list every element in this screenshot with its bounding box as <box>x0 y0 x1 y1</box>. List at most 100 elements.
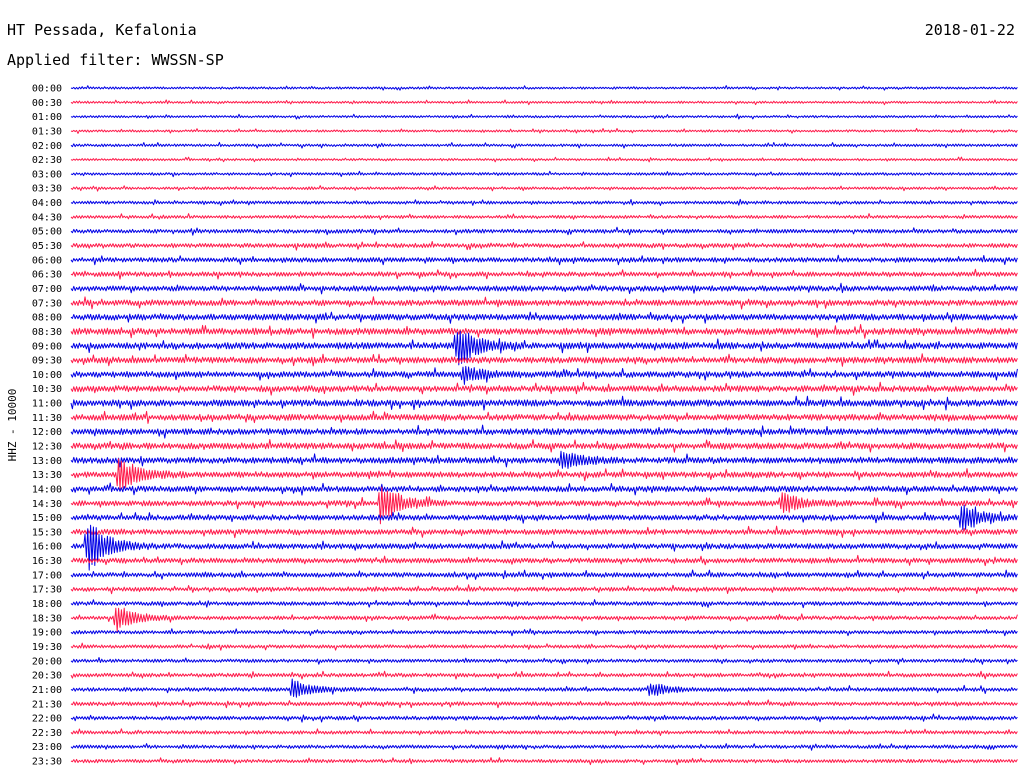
trace-row-1130 <box>70 410 1018 424</box>
row-label-1200: 12:00 <box>32 427 62 438</box>
row-label-0100: 01:00 <box>32 112 62 123</box>
trace-row-1300 <box>70 450 1018 469</box>
trace-row-1900 <box>70 628 1018 637</box>
trace-row-0000 <box>70 85 1018 91</box>
plot-date: 2018-01-22 <box>924 21 1015 39</box>
row-label-1500: 15:00 <box>32 513 62 524</box>
trace-row-2230 <box>70 728 1018 736</box>
trace-row-0100 <box>70 113 1018 120</box>
trace-row-1500 <box>70 504 1018 531</box>
trace-row-0130 <box>70 128 1018 134</box>
row-label-1730: 17:30 <box>32 585 62 596</box>
row-label-1900: 19:00 <box>32 628 62 639</box>
row-label-2100: 21:00 <box>32 685 62 696</box>
row-label-0930: 09:30 <box>32 356 62 367</box>
row-label-0330: 03:30 <box>32 184 62 195</box>
trace-row-0630 <box>70 268 1018 280</box>
trace-row-1030 <box>70 381 1018 396</box>
trace-row-0530 <box>70 241 1018 251</box>
row-label-1530: 15:30 <box>32 527 62 538</box>
row-label-0200: 02:00 <box>32 141 62 152</box>
row-label-1100: 11:00 <box>32 399 62 410</box>
row-label-1130: 11:30 <box>32 413 62 424</box>
row-label-1430: 14:30 <box>32 499 62 510</box>
trace-row-1100 <box>70 395 1018 411</box>
trace-row-0500 <box>70 226 1018 236</box>
trace-row-2130 <box>70 699 1018 709</box>
trace-row-1700 <box>70 569 1018 580</box>
row-label-0530: 05:30 <box>32 241 62 252</box>
row-label-2300: 23:00 <box>32 742 62 753</box>
trace-row-0400 <box>70 198 1018 206</box>
trace-row-1200 <box>70 424 1018 439</box>
row-label-1300: 13:00 <box>32 456 62 467</box>
station-title: HT Pessada, Kefalonia <box>7 21 197 39</box>
row-label-1030: 10:30 <box>32 384 62 395</box>
row-label-0830: 08:30 <box>32 327 62 338</box>
trace-row-2200 <box>70 713 1018 723</box>
trace-row-1630 <box>70 554 1018 567</box>
row-label-1330: 13:30 <box>32 470 62 481</box>
trace-row-1800 <box>70 599 1018 609</box>
row-label-0600: 06:00 <box>32 255 62 266</box>
trace-row-1230 <box>70 439 1018 453</box>
row-label-0230: 02:30 <box>32 155 62 166</box>
row-label-0130: 01:30 <box>32 126 62 137</box>
row-label-2330: 23:30 <box>32 757 62 768</box>
row-label-1800: 18:00 <box>32 599 62 610</box>
row-label-0000: 00:00 <box>32 84 62 95</box>
row-label-1830: 18:30 <box>32 613 62 624</box>
row-label-1600: 16:00 <box>32 542 62 553</box>
trace-row-1600 <box>70 524 1018 571</box>
trace-row-2030 <box>70 670 1018 680</box>
row-label-0900: 09:00 <box>32 341 62 352</box>
row-label-0400: 04:00 <box>32 198 62 209</box>
row-labels: 00:00 00:30 01:00 01:30 02:00 02:30 03:00 03:30… <box>32 84 62 768</box>
row-label-0730: 07:30 <box>32 298 62 309</box>
trace-row-0300 <box>70 170 1018 178</box>
trace-row-0230 <box>70 156 1018 163</box>
trace-row-1530 <box>70 525 1018 539</box>
row-label-0700: 07:00 <box>32 284 62 295</box>
row-label-0800: 08:00 <box>32 313 62 324</box>
row-label-1700: 17:00 <box>32 570 62 581</box>
trace-row-2330 <box>70 757 1018 766</box>
trace-row-0930 <box>70 353 1018 367</box>
trace-row-1730 <box>70 584 1018 595</box>
trace-row-0700 <box>70 282 1018 295</box>
row-label-2230: 22:30 <box>32 728 62 739</box>
row-label-0630: 06:30 <box>32 270 62 281</box>
trace-row-0600 <box>70 254 1018 266</box>
trace-row-0900 <box>70 330 1018 366</box>
trace-row-1400 <box>70 482 1018 496</box>
trace-row-2100 <box>70 678 1018 698</box>
trace-row-1830 <box>70 607 1018 632</box>
trace-row-0200 <box>70 141 1018 149</box>
row-label-2030: 20:30 <box>32 671 62 682</box>
trace-row-2300 <box>70 743 1018 751</box>
row-label-1630: 16:30 <box>32 556 62 567</box>
row-label-1930: 19:30 <box>32 642 62 653</box>
row-label-2130: 21:30 <box>32 699 62 710</box>
trace-row-2000 <box>70 657 1018 665</box>
trace-row-0800 <box>70 311 1018 324</box>
row-label-1400: 14:00 <box>32 484 62 495</box>
trace-row-1930 <box>70 642 1018 651</box>
row-label-0300: 03:00 <box>32 169 62 180</box>
trace-row-0330 <box>70 185 1018 192</box>
trace-row-0730 <box>70 296 1018 310</box>
row-label-1230: 12:30 <box>32 442 62 453</box>
trace-row-0430 <box>70 213 1018 221</box>
row-label-0430: 04:30 <box>32 212 62 223</box>
trace-row-1000 <box>70 365 1018 385</box>
row-label-2200: 22:00 <box>32 714 62 725</box>
trace-row-1330 <box>70 458 1018 490</box>
trace-row-1430 <box>70 486 1018 525</box>
trace-row-0030 <box>70 99 1018 106</box>
trace-row-0830 <box>70 324 1018 339</box>
row-label-0500: 05:00 <box>32 227 62 238</box>
filter-label: Applied filter: WWSSN-SP <box>7 51 224 69</box>
row-label-1000: 10:00 <box>32 370 62 381</box>
row-label-0030: 00:30 <box>32 98 62 109</box>
